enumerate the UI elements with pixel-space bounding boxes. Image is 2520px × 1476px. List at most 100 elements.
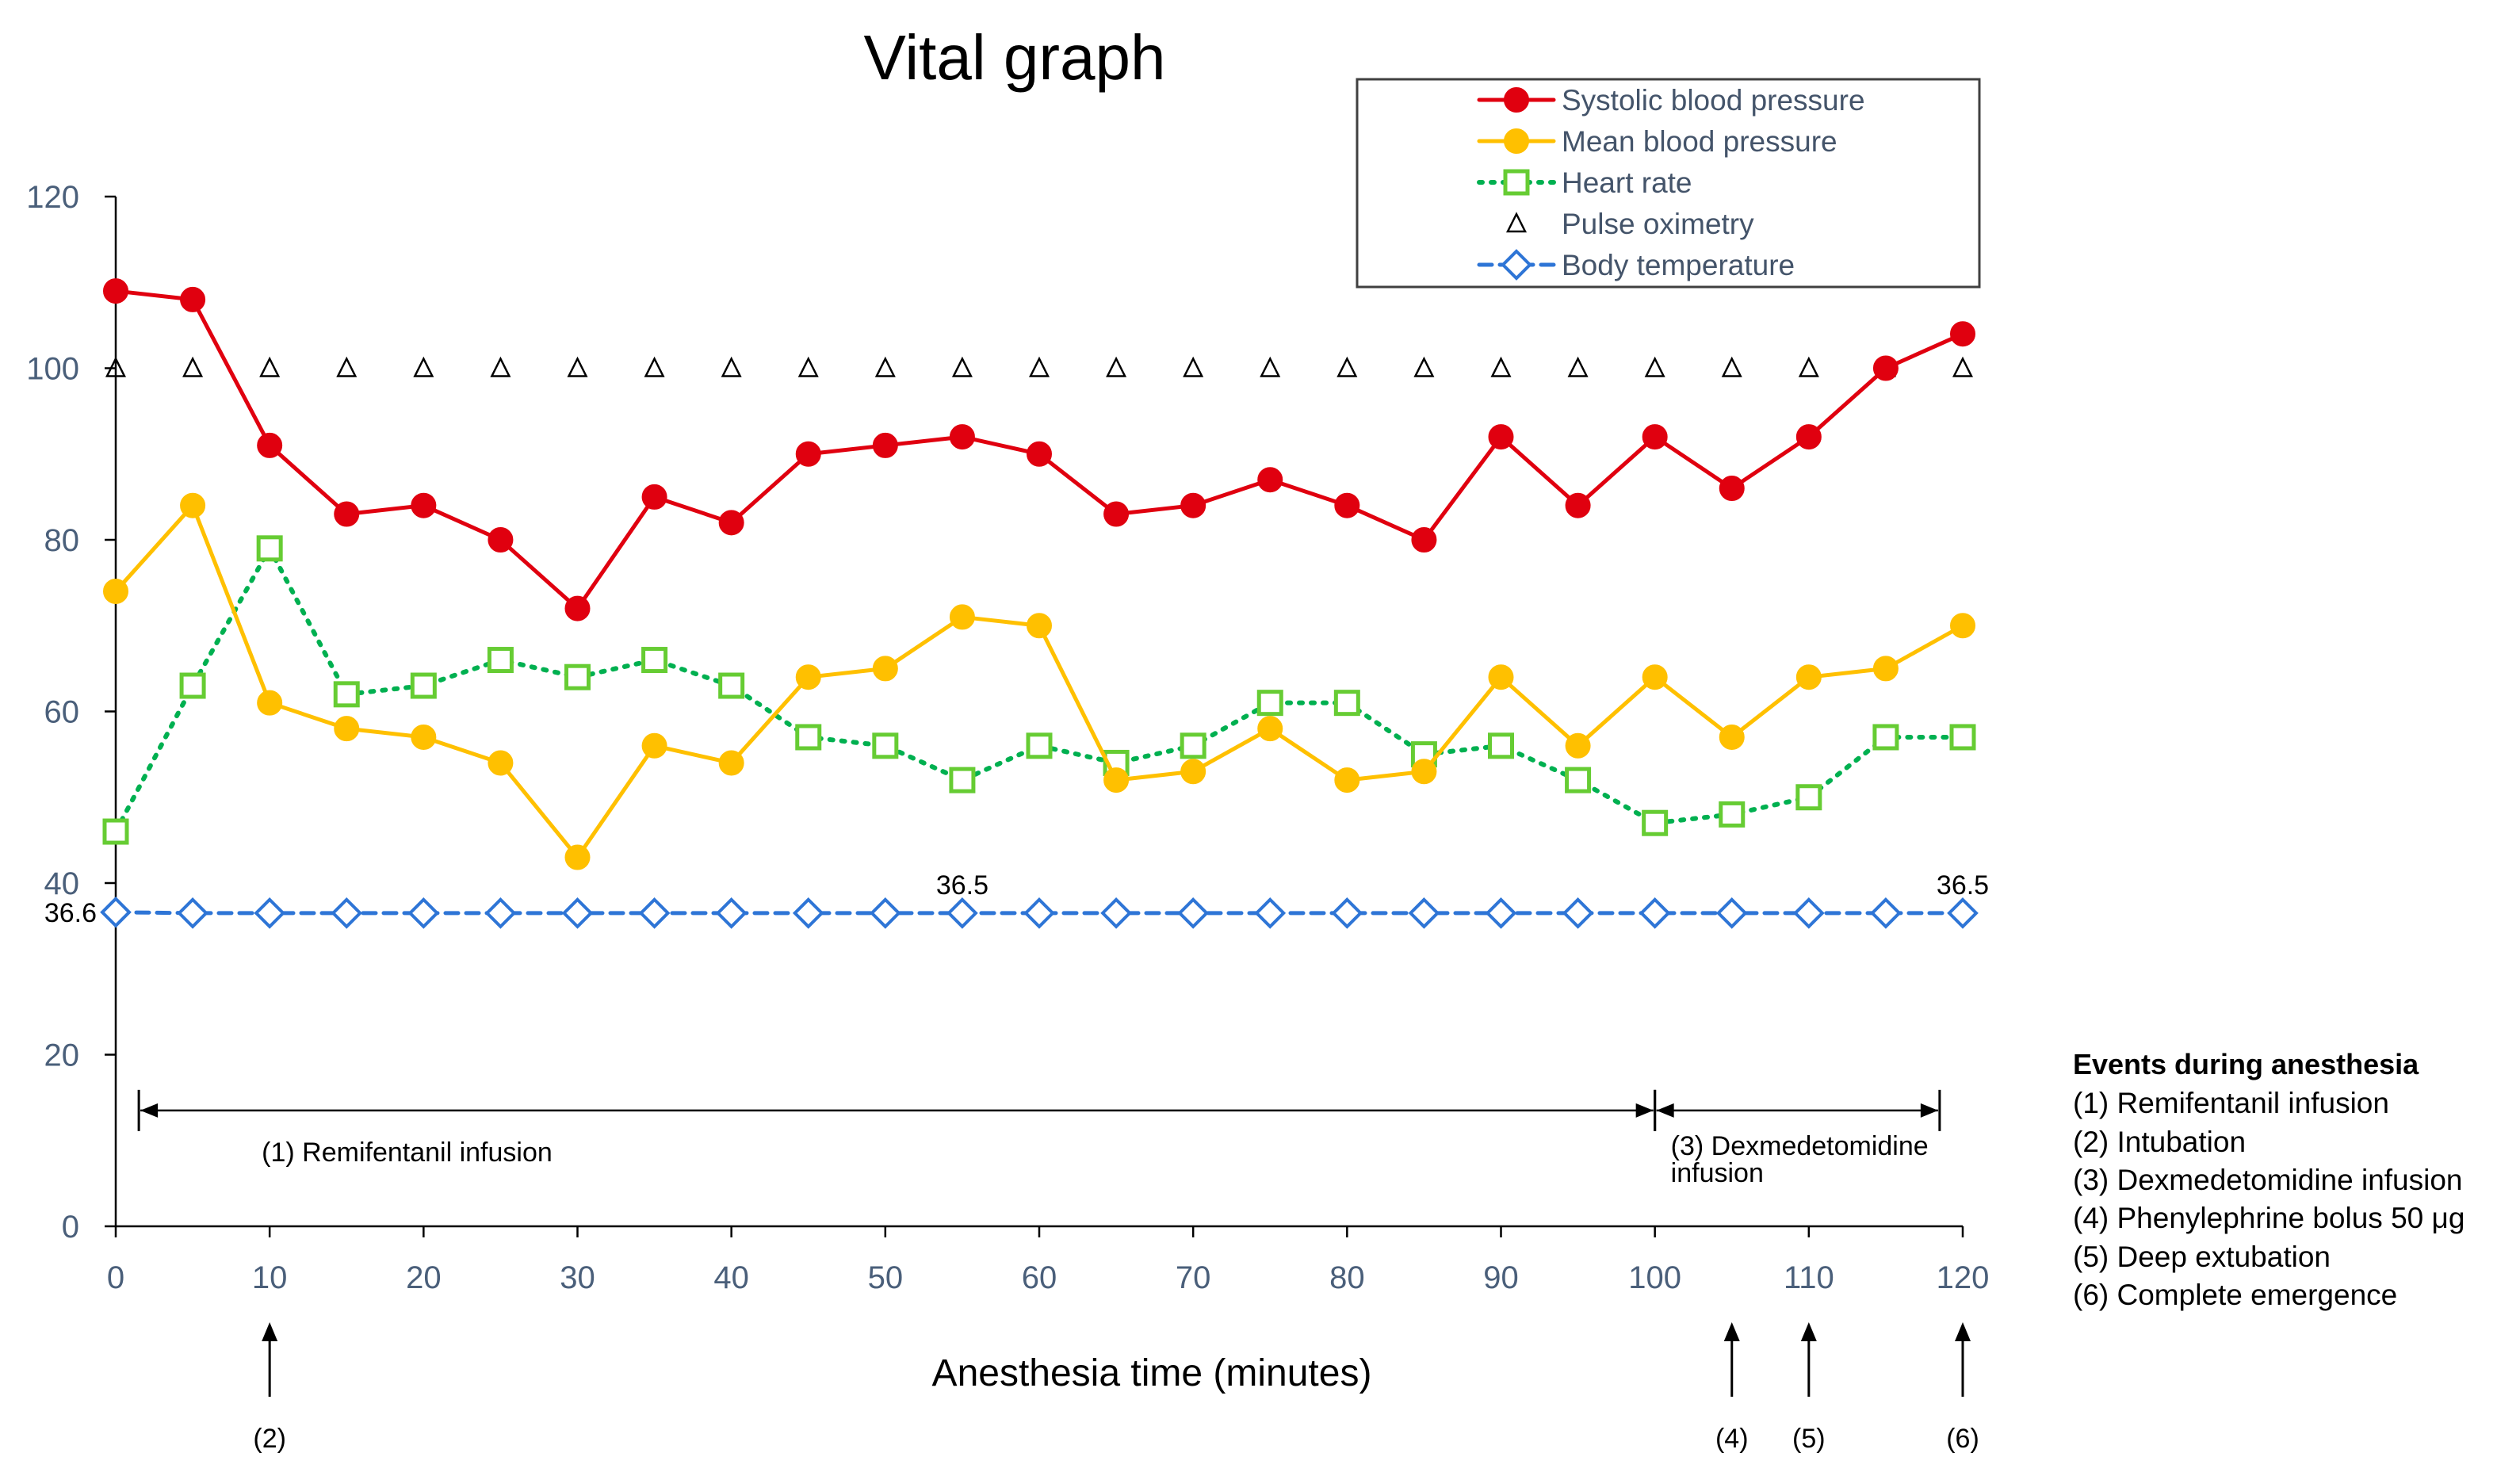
event-markers: (2) (4) (5) (6): [253, 1322, 1979, 1454]
y-tick-label: 100: [26, 352, 79, 387]
data-point-body-temperature: [1254, 897, 1287, 929]
interval-annotations: (1) Remifentanil infusion (3) Dexmedetomi…: [137, 1089, 1941, 1188]
data-point-systolic-blood-pressure: [718, 510, 744, 536]
data-point-heart-rate: [641, 647, 668, 674]
data-point-systolic-blood-pressure: [1488, 424, 1514, 450]
legend-item-pulse-oximetry: Pulse oximetry: [1505, 208, 1754, 240]
data-point-body-temperature: [407, 897, 440, 929]
data-point-pulse-oximetry: [1183, 356, 1204, 377]
data-point-body-temperature: [1331, 897, 1363, 929]
data-point-systolic-blood-pressure: [1103, 501, 1130, 527]
data-point-heart-rate: [102, 818, 129, 845]
data-point-mean-blood-pressure: [1103, 767, 1130, 793]
data-point-pulse-oximetry: [1106, 356, 1127, 377]
data-point-body-temperature: [177, 897, 208, 929]
series-systolic-blood-pressure: [103, 278, 1975, 621]
data-point-pulse-oximetry: [1336, 356, 1358, 377]
data-point-pulse-oximetry: [874, 356, 896, 377]
data-point-body-temperature: [1947, 897, 1979, 929]
data-point-mean-blood-pressure: [564, 844, 591, 870]
data-point-mean-blood-pressure: [488, 750, 514, 776]
data-point-pulse-oximetry: [105, 356, 127, 377]
x-tick-label: 40: [713, 1260, 749, 1295]
axes: 0 20 40 60 80 100 120 0 10 20 30 40 50 60 70 80 90 100 110…: [26, 180, 1989, 1295]
data-point-mean-blood-pressure: [180, 492, 206, 518]
data-point-systolic-blood-pressure: [1257, 467, 1283, 493]
data-point-mean-blood-pressure: [872, 656, 898, 682]
legend-label: Body temperature: [1562, 249, 1795, 281]
data-point-heart-rate: [1333, 690, 1360, 717]
y-tick-label: 40: [44, 866, 80, 901]
events-item: (3) Dexmedetomidine infusion: [2073, 1164, 2463, 1196]
legend-marker: [1504, 128, 1529, 154]
data-point-heart-rate: [949, 767, 976, 793]
legend-label: Mean blood pressure: [1562, 125, 1837, 158]
data-point-pulse-oximetry: [721, 356, 742, 377]
events-panel-title: Events during anesthesia: [2073, 1048, 2419, 1080]
data-point-mean-blood-pressure: [1334, 767, 1360, 793]
data-point-body-temperature: [254, 897, 285, 929]
data-point-mean-blood-pressure: [795, 664, 821, 690]
interval-label: (3) Dexmedetomidine: [1671, 1131, 1929, 1161]
data-point-pulse-oximetry: [1260, 356, 1281, 377]
data-point-pulse-oximetry: [1490, 356, 1512, 377]
legend-marker: [1503, 169, 1530, 196]
data-point-body-temperature: [1870, 897, 1902, 929]
events-item: (4) Phenylephrine bolus 50 μg: [2073, 1202, 2465, 1234]
data-point-systolic-blood-pressure: [103, 278, 128, 304]
data-point-body-temperature: [561, 897, 594, 929]
data-point-mean-blood-pressure: [1950, 613, 1975, 639]
data-point-systolic-blood-pressure: [1795, 424, 1822, 450]
legend-item-body-temperature: Body temperature: [1477, 249, 1795, 281]
data-point-pulse-oximetry: [1798, 356, 1819, 377]
interval-label: (1) Remifentanil infusion: [262, 1138, 553, 1168]
data-point-body-temperature: [946, 897, 978, 929]
data-point-pulse-oximetry: [413, 356, 434, 377]
data-point-pulse-oximetry: [1028, 356, 1050, 377]
event-marker-label: (6): [1946, 1424, 1979, 1454]
x-tick-label: 90: [1483, 1260, 1519, 1295]
data-point-body-temperature: [1100, 897, 1132, 929]
data-point-mean-blood-pressure: [1642, 664, 1668, 690]
legend-frame: [1356, 78, 1981, 289]
events-item: (2) Intubation: [2073, 1126, 2246, 1158]
data-point-heart-rate: [1488, 732, 1514, 759]
data-point-pulse-oximetry: [182, 356, 204, 377]
interval-arrowhead: [1920, 1103, 1938, 1118]
event-marker-label: (5): [1792, 1424, 1826, 1454]
data-point-heart-rate: [872, 732, 899, 759]
x-tick-label: 110: [1784, 1260, 1834, 1295]
series-heart-rate: [102, 535, 1976, 845]
temperature-value-label: 36.6: [44, 898, 97, 928]
y-tick-label: 60: [44, 695, 80, 730]
event-arrow-head: [1723, 1322, 1740, 1341]
data-point-body-temperature: [1639, 897, 1671, 929]
y-tick-label: 80: [44, 523, 80, 558]
legend-item-mean-blood-pressure: Mean blood pressure: [1477, 125, 1837, 158]
data-point-systolic-blood-pressure: [1565, 492, 1591, 518]
legend-item-heart-rate: Heart rate: [1477, 166, 1692, 199]
legend-marker: [1501, 249, 1532, 281]
data-point-mean-blood-pressure: [1411, 759, 1437, 785]
data-point-mean-blood-pressure: [949, 604, 975, 630]
x-tick-label: 20: [406, 1260, 442, 1295]
y-tick-label: 20: [44, 1038, 80, 1073]
data-point-mean-blood-pressure: [641, 732, 667, 759]
series-body-temperature: [100, 896, 1979, 929]
data-point-systolic-blood-pressure: [1642, 424, 1668, 450]
data-point-pulse-oximetry: [797, 356, 819, 377]
series-line-heart-rate: [113, 545, 1965, 835]
data-point-heart-rate: [1949, 724, 1976, 751]
x-tick-label: 10: [252, 1260, 288, 1295]
data-point-body-temperature: [1562, 897, 1594, 929]
data-point-heart-rate: [795, 724, 822, 751]
data-point-mean-blood-pressure: [1257, 716, 1283, 742]
event-arrow-head: [262, 1322, 278, 1341]
data-point-pulse-oximetry: [259, 356, 281, 377]
data-point-mean-blood-pressure: [1027, 613, 1052, 639]
data-point-pulse-oximetry: [1413, 356, 1435, 377]
y-tick-label: 0: [62, 1210, 79, 1245]
data-point-systolic-blood-pressure: [872, 432, 898, 458]
data-point-heart-rate: [718, 672, 745, 699]
